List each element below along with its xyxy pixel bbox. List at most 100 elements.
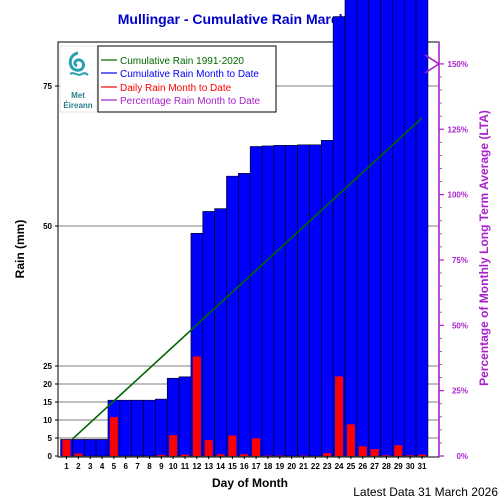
y-tick-label-5: 5 <box>48 434 53 443</box>
x-tick-label-18: 18 <box>263 462 272 471</box>
x-tick-label-13: 13 <box>204 462 213 471</box>
cumulative-bar-day-13 <box>202 211 215 457</box>
cumulative-bar-day-7 <box>131 399 144 457</box>
x-tick-label-28: 28 <box>382 462 391 471</box>
bars-group <box>60 0 429 457</box>
daily-bar-day-28 <box>382 455 391 456</box>
cumulative-bar-day-26 <box>356 0 369 457</box>
cumulative-bar-day-25 <box>344 0 358 457</box>
y2-tick-label-50: 50% <box>452 321 468 330</box>
y2-tick-label-150: 150% <box>448 60 468 69</box>
daily-bar-day-12 <box>192 356 201 456</box>
daily-bar-day-11 <box>181 454 189 456</box>
x-tick-label-10: 10 <box>169 462 178 471</box>
cumulative-bar-day-20 <box>285 145 298 457</box>
cumulative-bar-day-29 <box>392 0 405 457</box>
legend: Cumulative Rain 1991-2020 Cumulative Rai… <box>97 45 277 113</box>
y2-axis-label: Percentage of Monthly Long Term Average … <box>477 110 491 386</box>
legend-label-cumulative: Cumulative Rain Month to Date <box>120 69 259 80</box>
y2-tick-label-0: 0% <box>456 452 468 461</box>
cumulative-bar-day-8 <box>143 399 156 457</box>
x-tick-label-2: 2 <box>76 462 81 471</box>
daily-bar-day-10 <box>169 435 178 456</box>
daily-bar-day-16 <box>240 454 249 456</box>
x-tick-label-12: 12 <box>192 462 201 471</box>
x-tick-label-26: 26 <box>358 462 367 471</box>
daily-bar-day-2 <box>74 453 83 456</box>
y-axis-label: Rain (mm) <box>13 220 27 279</box>
cumulative-bar-day-31 <box>415 0 429 457</box>
cumulative-bar-day-19 <box>273 145 287 457</box>
daily-bar-day-9 <box>157 454 166 456</box>
logo-text-eireann: Éireann <box>63 101 92 110</box>
x-tick-label-1: 1 <box>64 462 69 471</box>
daily-bar-day-30 <box>406 455 415 456</box>
axes-group: 0510152025507510012345678910111213141516… <box>43 42 468 471</box>
legend-label-normal: Cumulative Rain 1991-2020 <box>120 56 244 67</box>
cumulative-bar-day-18 <box>261 145 275 457</box>
cumulative-bar-day-23 <box>320 140 334 457</box>
x-tick-label-6: 6 <box>124 462 129 471</box>
cumulative-bar-day-15 <box>226 175 239 457</box>
daily-bar-day-15 <box>228 435 237 456</box>
x-tick-label-14: 14 <box>216 462 225 471</box>
daily-bar-day-23 <box>323 453 332 456</box>
cumulative-bar-day-6 <box>119 399 132 457</box>
x-tick-label-9: 9 <box>159 462 164 471</box>
x-tick-label-20: 20 <box>287 462 296 471</box>
x-tick-label-22: 22 <box>311 462 320 471</box>
y-tick-label-25: 25 <box>43 362 52 371</box>
cumulative-bar-day-14 <box>214 208 227 457</box>
x-tick-label-5: 5 <box>112 462 117 471</box>
daily-bar-day-27 <box>370 449 379 456</box>
x-tick-label-24: 24 <box>335 462 344 471</box>
daily-bar-day-14 <box>216 454 225 456</box>
legend-box <box>97 45 277 113</box>
x-tick-label-31: 31 <box>418 462 427 471</box>
x-tick-label-21: 21 <box>299 462 308 471</box>
x-tick-label-30: 30 <box>406 462 415 471</box>
daily-bar-day-13 <box>204 440 213 456</box>
y2-tick-label-125: 125% <box>448 125 468 134</box>
met-eireann-logo: Met Éireann <box>59 45 98 113</box>
x-axis-label: Day of Month <box>212 476 288 490</box>
daily-bar-day-31 <box>418 454 426 456</box>
cumulative-bar-day-17 <box>249 146 263 457</box>
cumulative-bar-day-30 <box>403 0 417 457</box>
x-tick-label-27: 27 <box>370 462 379 471</box>
y2-tick-label-25: 25% <box>452 387 468 396</box>
logo-text-met: Met <box>71 91 85 100</box>
x-tick-label-17: 17 <box>252 462 261 471</box>
cumulative-bar-day-11 <box>178 376 192 457</box>
x-tick-label-7: 7 <box>135 462 140 471</box>
y-tick-label-75: 75 <box>43 82 52 91</box>
logo-swirl-icon <box>68 51 85 72</box>
cumulative-bar-day-22 <box>309 144 322 457</box>
x-tick-label-25: 25 <box>346 462 355 471</box>
y-tick-label-50: 50 <box>43 222 52 231</box>
x-tick-label-15: 15 <box>228 462 237 471</box>
cumulative-bar-day-4 <box>95 439 109 457</box>
y-tick-label-20: 20 <box>43 380 52 389</box>
y2-tick-label-75: 75% <box>452 256 468 265</box>
daily-bar-day-17 <box>252 438 261 456</box>
daily-bar-day-1 <box>62 439 71 456</box>
logo-wave-icon <box>69 72 89 76</box>
latest-data-footer: Latest Data 31 March 2026 <box>353 485 498 499</box>
x-tick-label-4: 4 <box>100 462 105 471</box>
x-tick-label-23: 23 <box>323 462 332 471</box>
x-tick-label-19: 19 <box>275 462 284 471</box>
cumulative-bar-day-21 <box>297 144 310 457</box>
cumulative-bar-day-3 <box>83 439 97 457</box>
logo-background <box>59 45 98 113</box>
x-tick-label-16: 16 <box>240 462 249 471</box>
cumulative-bar-day-16 <box>238 173 251 457</box>
cumulative-bar-day-9 <box>155 398 168 457</box>
cumulative-bar-day-27 <box>368 0 381 457</box>
x-tick-label-3: 3 <box>88 462 93 471</box>
chart-title: Mullingar - Cumulative Rain March 2026 <box>118 11 383 27</box>
daily-bar-day-25 <box>346 424 355 456</box>
daily-bar-day-26 <box>358 446 367 456</box>
y-tick-label-15: 15 <box>43 398 52 407</box>
daily-bar-day-5 <box>109 417 118 456</box>
